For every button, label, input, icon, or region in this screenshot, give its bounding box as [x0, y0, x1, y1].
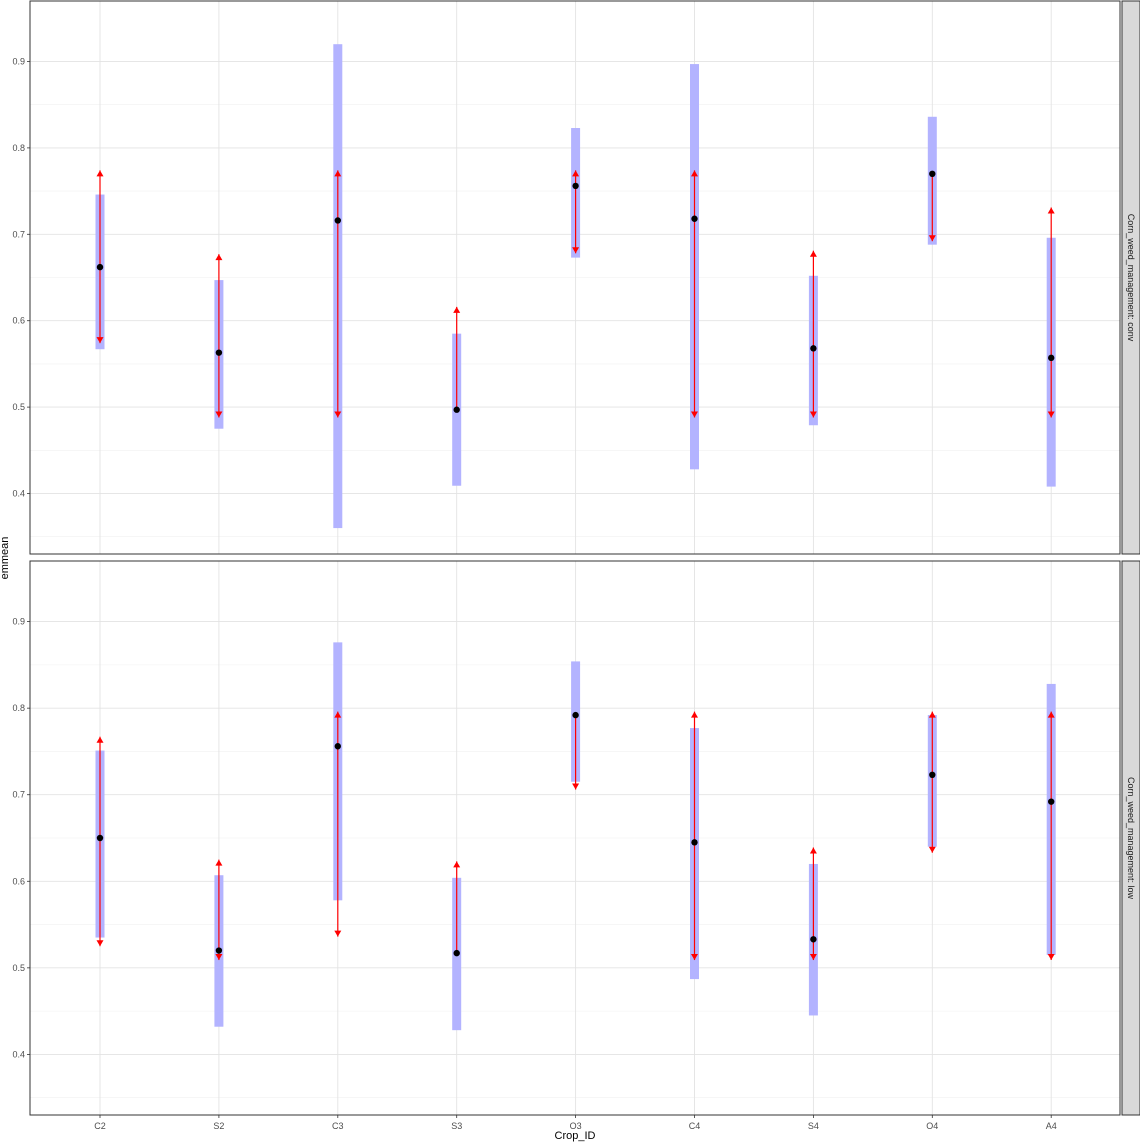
arrowhead-up-C4	[691, 711, 698, 718]
x-tick-label-O4: O4	[926, 1121, 938, 1131]
y-tick-label: 0.7	[12, 790, 25, 800]
emmean-point-S3	[453, 406, 460, 413]
arrowhead-down-S2	[215, 954, 223, 961]
x-tick-label-S3: S3	[451, 1121, 462, 1131]
panel-border	[29, 0, 1121, 555]
y-axis-title: emmean	[0, 537, 11, 580]
x-tick-label-S2: S2	[213, 1121, 224, 1131]
y-tick-label: 0.5	[12, 963, 25, 973]
y-tick-label: 0.8	[12, 143, 25, 153]
x-tick-label-C4: C4	[689, 1121, 701, 1131]
arrowhead-up-S4	[809, 250, 817, 257]
arrowhead-down-S4	[809, 954, 817, 961]
arrowhead-up-A4	[1047, 207, 1055, 214]
arrowhead-up-S4	[809, 847, 817, 854]
emmean-point-O3	[572, 711, 579, 719]
arrowhead-up-O4	[928, 711, 936, 718]
facet-strip	[1121, 0, 1140, 555]
facet-strip-label: Corn_weed_management: low	[1126, 777, 1136, 900]
emmean-point-C2	[96, 834, 104, 842]
emmean-point-S4	[810, 345, 817, 352]
x-axis: C2 S2 C3 S3 O3 C4 S4 O4 A4	[94, 1115, 1057, 1131]
emmean-point-C2	[96, 263, 104, 271]
y-tick-label: 0.6	[12, 316, 25, 326]
panel-1: 0.4 0.5 0.6 0.7 0.8 0.9 Corn_weed_management: …	[12, 0, 1140, 555]
facet-strip	[1121, 560, 1140, 1116]
arrowhead-down-C4	[691, 954, 698, 961]
y-tick-label: 0.9	[12, 617, 25, 627]
arrowhead-down-S4	[809, 411, 817, 418]
arrowhead-down-C4	[691, 411, 698, 418]
y-tick-label: 0.7	[12, 229, 25, 239]
arrowhead-up-C2	[96, 170, 104, 177]
arrowhead-up-S2	[215, 254, 223, 261]
x-tick-label-C3: C3	[332, 1121, 344, 1131]
x-tick-label-O3: O3	[570, 1121, 582, 1131]
y-tick-label: 0.8	[12, 703, 25, 713]
emmean-point-S2	[215, 947, 223, 954]
arrowhead-down-C2	[96, 940, 104, 947]
x-axis-title: Crop_ID	[555, 1130, 596, 1142]
panel-2: 0.4 0.5 0.6 0.7 0.8 0.9 Corn_weed_management: …	[12, 560, 1140, 1116]
facet-panels: 0.4 0.5 0.6 0.7 0.8 0.9 Corn_weed_management: …	[12, 0, 1140, 1131]
arrowhead-up-C2	[96, 736, 104, 743]
arrowhead-down-C3	[334, 411, 342, 418]
emmean-point-S2	[215, 349, 223, 356]
emmean-point-A4	[1048, 354, 1055, 362]
emmean-point-C3	[334, 743, 341, 750]
arrowhead-down-C2	[96, 337, 104, 344]
arrowhead-down-O3	[572, 247, 580, 254]
emmean-point-S3	[453, 949, 460, 957]
arrowhead-up-S3	[453, 306, 461, 313]
emmean-point-C4	[691, 839, 698, 846]
emmean-point-O4	[929, 771, 936, 779]
arrowhead-down-A4	[1047, 411, 1055, 418]
emmean-point-C4	[691, 215, 698, 222]
arrowhead-down-C3	[334, 930, 342, 937]
arrowhead-up-A4	[1047, 711, 1055, 718]
x-tick-label-S4: S4	[808, 1121, 819, 1131]
emmean-point-S4	[810, 936, 817, 943]
arrowhead-up-C3	[334, 711, 342, 718]
arrowhead-down-A4	[1047, 954, 1055, 961]
facet-strip-label: Corn_weed_management: conv	[1126, 214, 1136, 342]
x-tick-label-A4: A4	[1046, 1121, 1057, 1131]
arrowhead-up-S3	[453, 861, 461, 868]
arrowhead-up-S2	[215, 859, 223, 866]
panel-border	[29, 560, 1121, 1116]
arrowhead-up-C4	[691, 170, 698, 177]
arrowhead-down-O4	[928, 846, 936, 853]
arrowhead-down-O3	[572, 783, 580, 790]
y-tick-label: 0.6	[12, 876, 25, 886]
emmean-point-C3	[334, 217, 341, 224]
y-tick-label: 0.4	[12, 489, 25, 499]
arrowhead-up-C3	[334, 170, 342, 177]
emmean-point-A4	[1048, 798, 1055, 805]
arrowhead-down-O4	[928, 235, 936, 242]
emmean-point-O4	[929, 170, 936, 178]
x-tick-label-C2: C2	[94, 1121, 106, 1131]
y-tick-label: 0.9	[12, 56, 25, 66]
arrowhead-up-O3	[572, 170, 580, 177]
y-tick-label: 0.4	[12, 1049, 25, 1059]
emmean-point-O3	[572, 182, 579, 190]
y-tick-label: 0.5	[12, 402, 25, 412]
arrowhead-down-S2	[215, 411, 223, 418]
